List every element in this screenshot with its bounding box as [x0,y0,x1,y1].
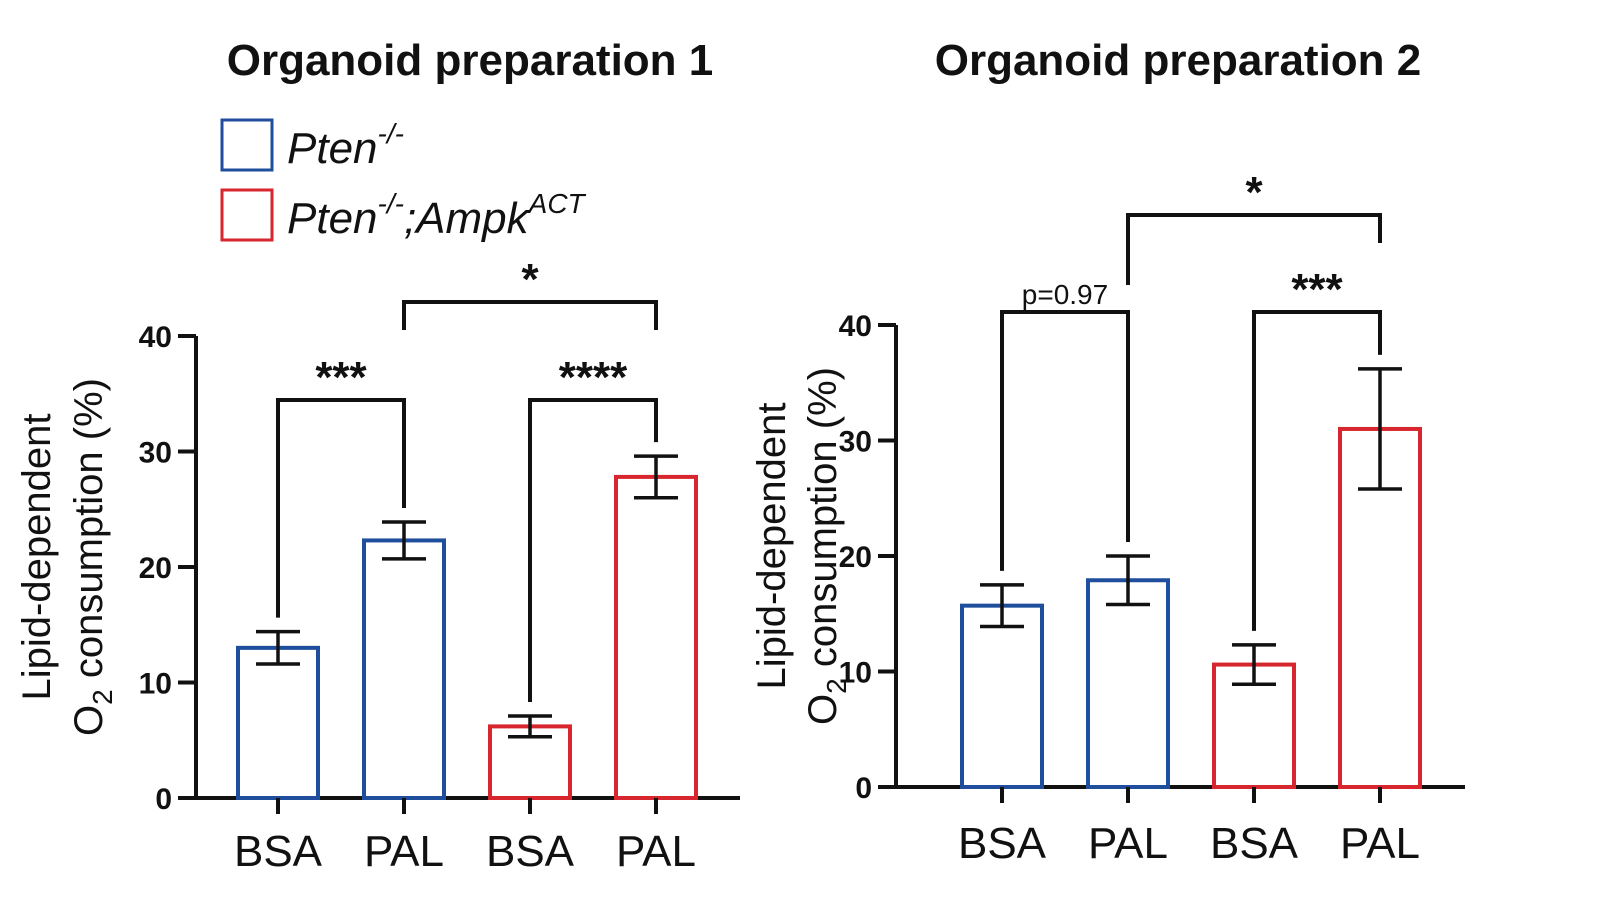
x-category-label: BSA [486,827,575,876]
legend-swatch-pten-ampk [220,188,274,242]
y-tick-label: 20 [839,541,872,574]
y-tick-label: 0 [155,783,172,816]
bar [960,603,1044,789]
y-tick-label: 30 [139,437,172,470]
significance-bracket [528,398,658,702]
significance-bracket [1000,310,1130,571]
significance-label: * [1245,168,1263,217]
y-tick-label: 10 [839,657,872,690]
significance-bracket [276,398,406,618]
y-tick-label: 20 [139,552,172,585]
y-axis-label-line2: O2 consumption (%) [801,367,852,725]
chart-title: Organoid preparation 1 [227,36,714,85]
x-category-label: PAL [1340,819,1420,868]
legend-label-pten: Pten-/- [287,118,404,173]
x-category-label: PAL [364,827,444,876]
x-category-label: BSA [958,819,1047,868]
legend-label-pten-ampk: Pten-/-;AmpkACT [287,188,587,243]
chart-organoid-preparation-2: Organoid preparation 2 Lipid-dependentO2 … [750,36,1465,868]
bar [1086,578,1170,789]
p-value-label: p=0.97 [1022,279,1108,310]
significance-label: *** [1291,265,1343,314]
y-tick-label: 0 [855,772,872,805]
significance-label: * [521,255,539,304]
legend-swatch-pten [220,118,274,172]
y-axis-label-line1: Lipid-dependent [15,414,59,701]
y-axis-label-line1: Lipid-dependent [750,403,794,690]
x-category-label: BSA [1210,819,1299,868]
significance-bracket [1126,213,1382,285]
y-tick-label: 10 [139,668,172,701]
y-tick-label: 40 [839,310,872,343]
legend: Pten-/- Pten-/-;AmpkACT [220,118,587,243]
y-axis-label-line2: O2 consumption (%) [67,378,118,736]
significance-label: *** [315,353,367,402]
bar [614,474,698,800]
x-category-label: BSA [234,827,323,876]
bar [362,538,446,800]
significance-bracket [402,300,658,330]
significance-label: **** [559,353,628,402]
y-tick-label: 40 [139,321,172,354]
chart-title: Organoid preparation 2 [935,36,1422,85]
y-tick-label: 30 [839,426,872,459]
x-category-label: PAL [616,827,696,876]
x-category-label: PAL [1088,819,1168,868]
bar [236,645,320,800]
chart-organoid-preparation-1: Organoid preparation 1 Lipid-dependentO2 … [15,36,740,876]
significance-bracket [1252,310,1382,631]
